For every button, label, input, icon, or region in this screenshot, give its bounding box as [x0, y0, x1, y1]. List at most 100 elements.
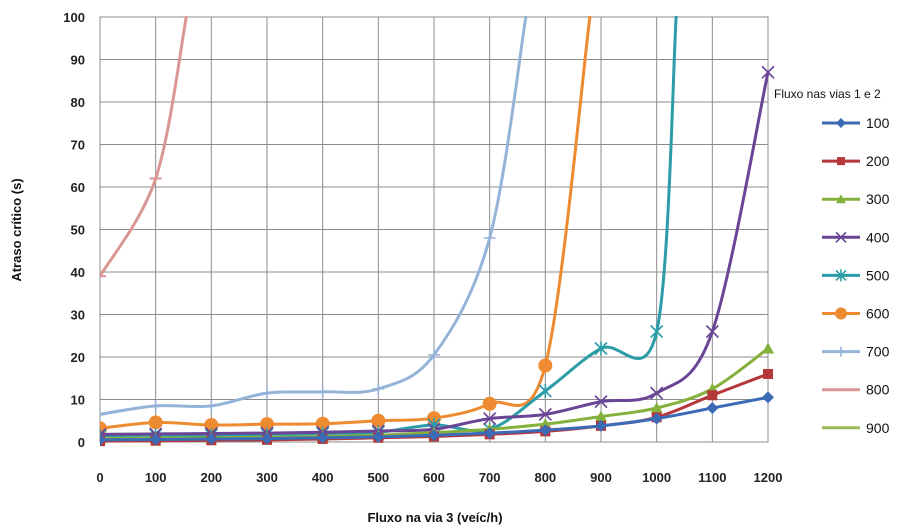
point-marker [594, 341, 608, 356]
point-marker [762, 391, 774, 404]
legend-label: 600 [866, 306, 890, 322]
point-marker [836, 194, 846, 204]
series-layer [100, 16, 775, 447]
x-tick-label: 1200 [754, 470, 783, 485]
legend-label: 900 [866, 420, 890, 436]
point-marker [428, 348, 440, 361]
point-marker [483, 427, 496, 440]
x-tick-label: 1100 [698, 470, 726, 485]
x-tick-label: 600 [423, 470, 445, 485]
x-tick-label: 800 [534, 470, 556, 485]
x-tick-label: 100 [145, 470, 167, 485]
point-marker [835, 307, 847, 320]
legend-label: 500 [866, 267, 890, 283]
point-marker [837, 157, 845, 166]
legend-item-900: 900 [822, 420, 890, 436]
legend-item-400: 400 [822, 229, 890, 245]
y-tick-label: 90 [71, 53, 85, 68]
legend-label: 400 [866, 229, 890, 245]
point-marker [260, 417, 274, 432]
y-tick-label: 70 [71, 138, 85, 153]
y-axis-title: Atraso crítico (s) [9, 178, 24, 281]
series-line [100, 16, 528, 416]
point-marker [835, 269, 847, 282]
legend-title: Fluxo nas vias 1 e 2 [774, 87, 881, 101]
y-tick-label: 80 [71, 95, 85, 110]
legend-item-600: 600 [822, 306, 890, 322]
legend: Fluxo nas vias 1 e 2 100 200 300 400 500 600 7… [774, 87, 890, 436]
y-tick-label: 30 [71, 308, 85, 323]
point-marker [835, 231, 847, 243]
legend-label: 300 [866, 191, 890, 207]
point-marker [149, 399, 162, 412]
point-marker [595, 419, 607, 432]
legend-item-800: 800 [822, 382, 890, 398]
point-marker [706, 402, 719, 414]
point-marker [315, 416, 330, 431]
point-marker [594, 395, 608, 409]
x-tick-label: 0 [96, 470, 103, 485]
series-line [100, 70, 770, 436]
point-marker [149, 433, 162, 446]
point-marker [650, 412, 663, 425]
legend-label: 100 [866, 115, 890, 131]
point-marker [428, 429, 440, 442]
series-600 [100, 16, 592, 436]
point-marker [650, 324, 664, 339]
x-tick-label: 200 [200, 470, 222, 485]
point-marker [483, 232, 496, 244]
series-800 [100, 16, 188, 278]
x-tick-label: 900 [590, 470, 612, 485]
legend-item-100: 100 [822, 115, 890, 131]
point-marker [204, 418, 219, 432]
point-marker [482, 396, 497, 411]
legend-item-700: 700 [822, 344, 890, 360]
point-marker [100, 433, 106, 446]
point-marker [100, 408, 106, 421]
legend-item-200: 200 [822, 153, 890, 169]
x-tick-label: 300 [256, 470, 278, 485]
point-marker [539, 424, 552, 437]
y-tick-labels: 0 10 20 30 40 50 60 70 80 90 100 [63, 10, 85, 450]
point-marker [205, 433, 218, 446]
point-marker [762, 342, 774, 354]
x-tick-label: 400 [312, 470, 334, 485]
point-marker [148, 415, 163, 430]
point-marker [836, 118, 846, 128]
x-axis-title: Fluxo na via 3 (veíc/h) [367, 510, 502, 525]
point-marker [261, 387, 273, 400]
y-tick-label: 100 [63, 10, 85, 25]
point-marker [650, 402, 663, 413]
point-marker [205, 399, 218, 412]
point-marker [483, 412, 497, 426]
point-marker [650, 386, 664, 400]
legend-label: 200 [866, 153, 890, 169]
point-marker [538, 384, 552, 398]
point-marker [261, 432, 273, 445]
legend-label: 800 [866, 382, 890, 398]
y-tick-label: 40 [71, 265, 85, 280]
point-marker [372, 382, 385, 395]
point-marker [316, 431, 329, 444]
point-marker [761, 65, 775, 79]
legend-item-300: 300 [822, 191, 890, 207]
y-tick-label: 50 [71, 223, 85, 238]
gridlines [99, 16, 769, 443]
y-tick-label: 0 [78, 435, 85, 450]
series-line [100, 16, 592, 430]
y-tick-label: 20 [71, 350, 85, 365]
point-marker [763, 369, 773, 379]
point-marker [371, 413, 386, 428]
y-tick-label: 10 [71, 393, 85, 408]
series-700 [100, 16, 528, 421]
y-tick-label: 60 [71, 180, 85, 195]
point-marker [538, 407, 552, 421]
point-marker [836, 346, 846, 357]
x-tick-label: 700 [479, 470, 501, 485]
legend-label: 700 [866, 344, 890, 360]
x-tick-label: 1000 [642, 470, 671, 485]
series-100 [100, 391, 774, 446]
x-tick-label: 500 [367, 470, 389, 485]
point-marker [707, 390, 718, 401]
